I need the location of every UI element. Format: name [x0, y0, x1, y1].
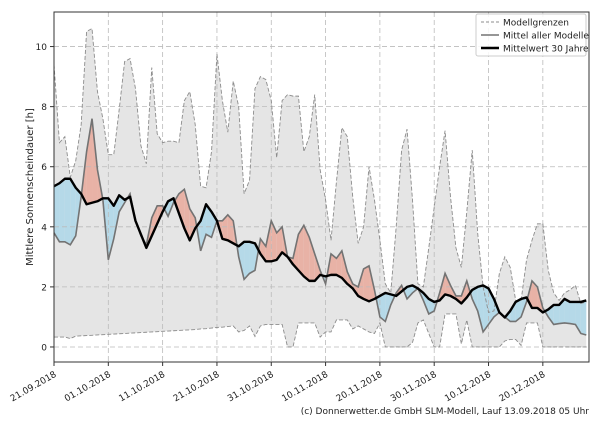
- y-axis-label: Mittlere Sonnenscheindauer [h]: [25, 108, 36, 266]
- x-tick-label: 10.11.2018: [280, 370, 330, 405]
- y-tick-label: 2: [41, 283, 47, 293]
- above-climate-fill: [364, 266, 369, 301]
- below-climate-fill: [59, 179, 64, 242]
- y-tick-label: 6: [41, 163, 47, 173]
- below-climate-fill: [250, 242, 255, 274]
- x-tick-label: 21.10.2018: [172, 370, 222, 405]
- x-tick-label: 20.12.2018: [498, 370, 548, 405]
- x-tick-label: 10.12.2018: [443, 370, 493, 405]
- y-tick-label: 10: [36, 43, 48, 53]
- y-tick-label: 4: [41, 223, 47, 233]
- below-climate-fill: [65, 179, 70, 245]
- model-range-band: [54, 29, 586, 347]
- below-climate-fill: [570, 302, 575, 325]
- below-climate-fill: [554, 305, 559, 325]
- x-tick-label: 20.11.2018: [335, 370, 385, 405]
- x-tick-label: 11.10.2018: [118, 370, 168, 405]
- below-climate-fill: [70, 179, 75, 245]
- x-tick-label: 31.10.2018: [226, 370, 276, 405]
- model-range-area: [54, 29, 586, 347]
- y-tick-label: 8: [41, 103, 47, 113]
- below-climate-fill: [581, 300, 586, 335]
- legend-label-model-mean: Mittel aller Modelle: [503, 32, 589, 42]
- legend-label-band: Modellgrenzen: [503, 19, 569, 29]
- x-tick-label: 30.11.2018: [389, 370, 439, 405]
- legend: Modellgrenzen Mittel aller Modelle Mitte…: [476, 14, 589, 56]
- x-tick-label: 21.09.2018: [9, 370, 59, 405]
- y-tick-label: 0: [41, 343, 47, 353]
- footer-credit: (c) Donnerwetter.de GmbH SLM-Modell, Lau…: [301, 407, 590, 417]
- x-tick-label: 01.10.2018: [63, 370, 113, 405]
- legend-label-climate-mean: Mittelwert 30 Jahre: [503, 45, 589, 55]
